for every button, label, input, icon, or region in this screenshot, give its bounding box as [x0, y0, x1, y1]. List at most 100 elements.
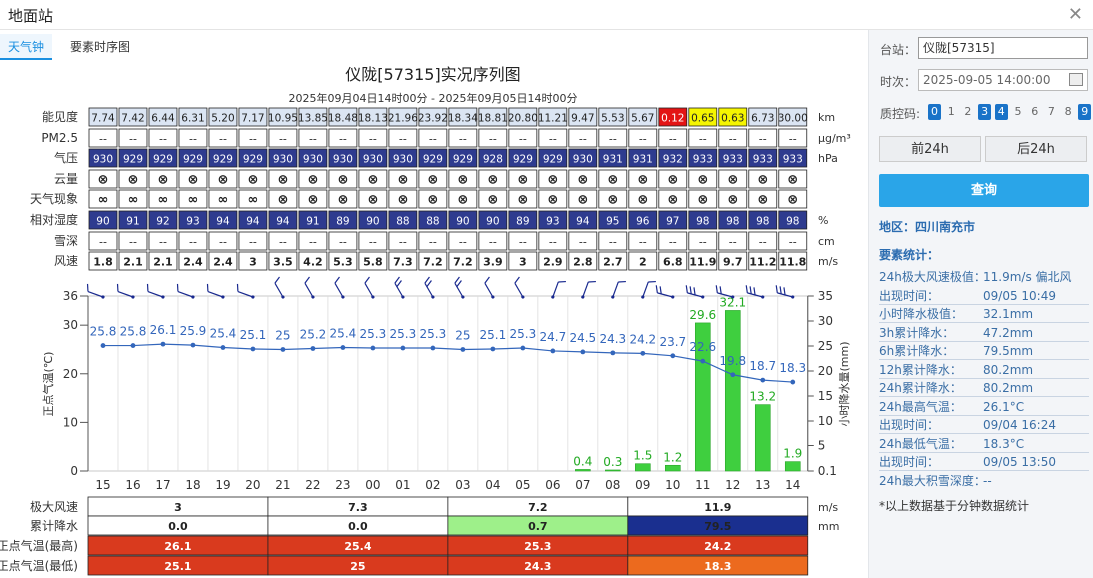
table-cell: [568, 128, 598, 148]
temp-label: 26.1: [150, 323, 177, 337]
table-cell: [298, 128, 328, 148]
table-cell: [148, 189, 178, 209]
table-cell-value: 98: [696, 216, 709, 228]
qc-code-7[interactable]: 7: [1047, 105, 1055, 118]
table-cell: [538, 148, 568, 168]
table-cell: [688, 251, 718, 271]
table-cell: [298, 148, 328, 168]
precip-label: 1.2: [663, 450, 682, 464]
table-cell: [328, 189, 358, 209]
control-panel: 台站： 仪陇[57315] 时次： 2025-09-05 14:00:00 质控…: [868, 30, 1093, 578]
table-cell: [178, 251, 208, 271]
close-icon[interactable]: ✕: [1067, 4, 1083, 25]
table-cell-value: 930: [393, 154, 413, 166]
table-cell-value: ⊗: [367, 193, 378, 208]
table-cell-value: 98: [786, 216, 799, 228]
table-cell-value: ⊗: [577, 193, 588, 208]
table-cell: [658, 231, 688, 251]
stat-row: 出现时间： 09/04 16:24: [879, 416, 1089, 434]
temp-label: 25: [275, 328, 290, 342]
wind-barb-icon: [394, 276, 405, 299]
row-label-2: 气压: [54, 150, 78, 165]
qc-code-8[interactable]: 8: [1064, 105, 1072, 118]
prev-24h-button[interactable]: 前24h: [879, 136, 981, 162]
table-cell-value: 10.95: [268, 113, 298, 125]
summary-value: 0.0: [348, 520, 368, 533]
tab-weather-clock[interactable]: 天气钟: [0, 34, 53, 60]
table-cell: [118, 128, 148, 148]
table-cell-value: ⊗: [277, 193, 288, 208]
table-cell-value: ∞: [128, 193, 139, 208]
table-cell: [568, 189, 598, 209]
qc-code-2[interactable]: 2: [964, 105, 972, 118]
hour-tick: 18: [185, 478, 200, 492]
table-cell: [778, 128, 808, 148]
wind-barb-icon: [715, 285, 735, 299]
stat-value: 80.2mm: [983, 381, 1034, 395]
calendar-icon[interactable]: [1069, 73, 1083, 86]
qc-code-6[interactable]: 6: [1031, 105, 1039, 118]
tab-element-series[interactable]: 要素时序图: [70, 40, 131, 54]
table-cell-value: --: [129, 236, 137, 249]
qc-code-1[interactable]: 1: [947, 105, 955, 118]
table-cell-value: 91: [306, 216, 319, 228]
table-cell-value: 2.8: [573, 256, 593, 269]
precip-label: 0.4: [573, 454, 592, 468]
table-cell-value: 932: [663, 154, 683, 166]
row-label-7: 风速: [54, 254, 78, 268]
qc-code-5[interactable]: 5: [1014, 105, 1022, 118]
temp-axis-label: 正点气温(℃): [41, 352, 55, 417]
table-cell-value: --: [99, 236, 107, 249]
table-cell-value: --: [549, 133, 557, 146]
table-cell: [358, 189, 388, 209]
table-cell-value: --: [309, 236, 317, 249]
table-cell-value: ∞: [158, 193, 169, 208]
qc-code-0[interactable]: 0: [928, 104, 941, 120]
summary-value: 79.5: [704, 520, 731, 533]
next-24h-button[interactable]: 后24h: [985, 136, 1087, 162]
stat-row: 24h极大风速极值： 11.9m/s 偏北风: [879, 268, 1089, 286]
table-cell: [118, 210, 148, 230]
qc-code-4[interactable]: 4: [994, 104, 1008, 120]
hour-tick: 13: [755, 478, 770, 492]
table-cell: [448, 128, 478, 148]
qc-code-9[interactable]: 9: [1078, 104, 1092, 120]
hour-tick: 11: [695, 478, 710, 492]
table-cell: [358, 128, 388, 148]
station-input[interactable]: 仪陇[57315]: [918, 37, 1088, 59]
precip-label: 1.5: [633, 449, 652, 463]
table-cell-value: ⊗: [757, 173, 768, 188]
table-cell-value: 7.2: [423, 256, 443, 269]
hour-tick: 05: [515, 478, 530, 492]
hour-tick: 04: [485, 478, 500, 492]
row-label-6: 雪深: [54, 234, 78, 248]
temp-label: 25.8: [120, 325, 147, 339]
row-unit-5: %: [818, 214, 828, 227]
table-cell: [568, 210, 598, 230]
table-cell: [268, 231, 298, 251]
table-cell: [118, 189, 148, 209]
temp-point: [730, 372, 736, 378]
summary-cell: [627, 515, 809, 536]
table-cell-value: 89: [336, 216, 349, 228]
row-unit-2: hPa: [818, 152, 838, 165]
table-cell: [328, 169, 358, 189]
time-input[interactable]: 2025-09-05 14:00:00: [918, 69, 1088, 91]
wind-barb-icon: [611, 280, 626, 299]
wind-barb-icon: [206, 283, 225, 299]
query-button[interactable]: 查询: [879, 174, 1089, 207]
hour-tick: 01: [395, 478, 410, 492]
qc-code-3[interactable]: 3: [978, 104, 992, 120]
table-cell-value: ⊗: [337, 173, 348, 188]
table-cell-value: 11.8: [779, 256, 806, 269]
table-cell-value: 90: [96, 216, 109, 228]
table-cell-value: 0.12: [661, 113, 684, 125]
table-cell: [388, 107, 418, 127]
table-cell-value: 933: [753, 154, 773, 166]
temp-tick: 0: [70, 464, 78, 478]
temp-point: [520, 345, 526, 351]
time-value: 2025-09-05 14:00:00: [923, 73, 1051, 87]
summary-value: 24.3: [524, 560, 551, 573]
table-cell: [658, 107, 688, 127]
table-cell-value: 2.4: [213, 256, 233, 269]
